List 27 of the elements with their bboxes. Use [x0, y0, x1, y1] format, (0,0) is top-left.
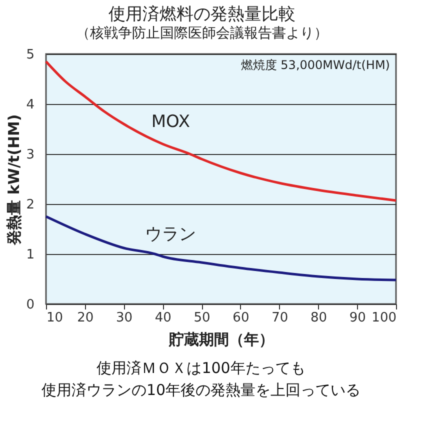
series-label: ウラン: [145, 224, 196, 244]
x-tick-label: 10: [46, 310, 64, 326]
x-tick-label: 30: [116, 310, 133, 326]
y-tick-label: 3: [26, 148, 34, 162]
y-tick-label: 4: [26, 98, 34, 112]
line-series: [44, 60, 398, 202]
chart-title: 使用済燃料の発熱量比較: [108, 4, 296, 24]
text: 使用済ＭＯＸは100年たっても: [96, 359, 306, 377]
y-tick-label: 1: [26, 248, 34, 262]
y-tick-label: 0: [26, 298, 34, 312]
x-tick-label: 60: [232, 310, 250, 326]
x-axis-title: 貯蔵期間（年）: [168, 330, 274, 348]
series-label: MOX: [151, 112, 190, 132]
y-tick-label: 5: [26, 48, 34, 62]
annotation: 燃焼度 53,000MWd/t(HM): [240, 58, 390, 72]
chart-subtitle: （核戦争防止国際医師会議報告書より）: [76, 25, 328, 42]
x-tick-label: 80: [310, 310, 327, 326]
x-tick-label: 20: [77, 310, 94, 326]
x-tick-label: 100: [372, 310, 396, 326]
line-series: [44, 215, 398, 282]
x-tick-label: 70: [272, 310, 288, 326]
x-tick-label: 50: [194, 310, 210, 326]
x-tick-label: 90: [349, 310, 366, 326]
y-axis-title: 発熱量 kW/t(HM): [5, 114, 24, 246]
x-tick-label: 40: [154, 310, 172, 326]
y-tick-label: 2: [26, 198, 34, 212]
text: 使用済ウランの10年後の発熱量を上回っている: [41, 381, 361, 399]
